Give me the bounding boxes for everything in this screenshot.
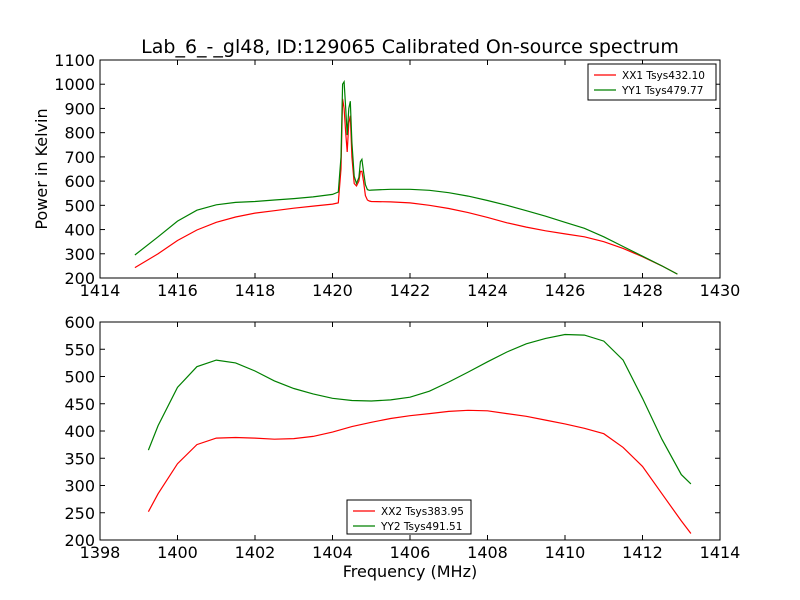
y-axis-title: Power in Kelvin: [32, 108, 51, 229]
plot-panel-1: 1414 1416 1418 1420 1422 1424 1426 1428 1430 200 3…: [32, 51, 740, 300]
x-axis-title: Frequency (MHz): [343, 562, 477, 581]
y-tick-label: 500: [64, 196, 95, 215]
x-tick-label: 1428: [622, 281, 663, 300]
figure-title: Lab_6_-_gl48, ID:129065 Calibrated On-so…: [141, 36, 679, 58]
series-line-1-2: [134, 79, 678, 275]
y-tick-label: 700: [64, 148, 95, 167]
x-tick-label: 1418: [235, 281, 276, 300]
legend-label: YY2 Tsys491.51: [380, 521, 462, 533]
y-tick-label: 300: [64, 245, 95, 264]
plot-panels: 1414 1416 1418 1420 1422 1424 1426 1428 1430 200 3…: [32, 51, 740, 581]
legend-box: [346, 499, 472, 535]
y-tick-label: 600: [64, 172, 95, 191]
y-tick-label: 500: [64, 368, 95, 387]
plot-panel-2: 1398 1400 1402 1404 1406 1408 1410 1412 1414 200 2…: [64, 313, 740, 581]
x-tick-label: 1426: [545, 281, 586, 300]
legend-label: XX1 Tsys432.10: [622, 70, 705, 82]
legend-label: YY1 Tsys479.77: [621, 85, 703, 97]
x-tick-label: 1416: [157, 281, 198, 300]
x-tick-label: 1408: [467, 543, 508, 562]
x-tick-label: 1414: [700, 543, 741, 562]
x-tick-label: 1400: [157, 543, 198, 562]
y-tick-label: 450: [64, 395, 95, 414]
legend-box: [587, 63, 717, 101]
legend-1: XX1 Tsys432.10 YY1 Tsys479.77: [587, 63, 717, 101]
y-tick-label: 400: [64, 221, 95, 240]
y-tick-label: 600: [64, 313, 95, 332]
x-tick-label: 1420: [312, 281, 353, 300]
series-line-1-1: [134, 98, 678, 275]
legend-label: XX2 Tsys383.95: [381, 506, 464, 518]
x-tick-label: 1424: [467, 281, 508, 300]
y-tick-label: 200: [64, 269, 95, 288]
x-tick-label: 1410: [545, 543, 586, 562]
y-tick-label: 250: [64, 504, 95, 523]
y-tick-label: 800: [64, 124, 95, 143]
x-tick-label: 1412: [622, 543, 663, 562]
x-tick-label: 1398: [80, 543, 121, 562]
y-tick-label: 1100: [54, 51, 95, 70]
x-tick-label: 1402: [235, 543, 276, 562]
y-tick-label: 300: [64, 477, 95, 496]
y-tick-label: 350: [64, 449, 95, 468]
x-tick-label: 1414: [80, 281, 121, 300]
legend-2: XX2 Tsys383.95 YY2 Tsys491.51: [346, 499, 472, 535]
y-tick-label: 550: [64, 340, 95, 359]
series-line-2-2: [147, 333, 692, 485]
y-tick-label: 1000: [54, 75, 95, 94]
x-tick-label: 1406: [390, 543, 431, 562]
series-line-2-1: [147, 409, 692, 534]
y-tick-label: 900: [64, 99, 95, 118]
y-tick-label: 200: [64, 531, 95, 550]
y-tick-label: 400: [64, 422, 95, 441]
x-tick-label: 1404: [312, 543, 353, 562]
x-tick-label: 1422: [390, 281, 431, 300]
x-tick-label: 1430: [700, 281, 741, 300]
